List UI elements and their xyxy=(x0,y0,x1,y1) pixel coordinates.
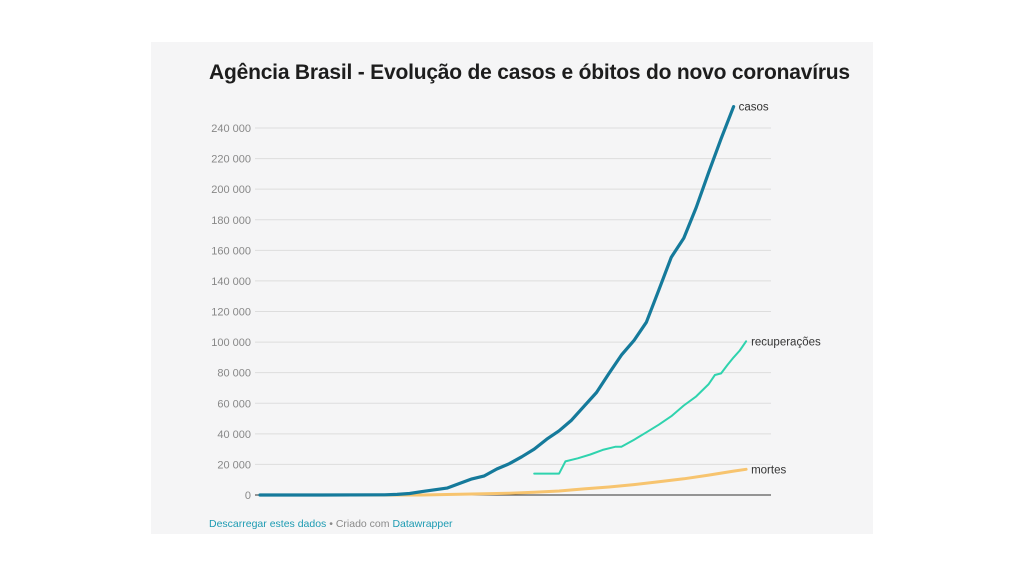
series-label: recuperações xyxy=(751,336,821,348)
y-tick-label: 60 000 xyxy=(217,398,251,410)
download-data-link[interactable]: Descarregar estes dados xyxy=(209,518,327,530)
y-tick-label: 120 000 xyxy=(211,307,251,319)
y-tick-label: 140 000 xyxy=(211,276,251,288)
line-chart: 0 20 000 40 000 60 000 80 000 100 000 120 000 1… xyxy=(211,102,821,502)
series-line-recuperacoes xyxy=(533,340,748,475)
series-labels: casos recuperações mortes xyxy=(739,102,821,477)
y-tick-label: 20 000 xyxy=(217,459,251,471)
series-label: mortes xyxy=(751,464,786,476)
y-tick-label: 200 000 xyxy=(211,184,251,196)
y-tick-label: 0 xyxy=(245,490,251,502)
chart-title: Agência Brasil - Evolução de casos e óbi… xyxy=(209,61,850,84)
y-tick-label: 100 000 xyxy=(211,337,251,349)
chart-card: Agência Brasil - Evolução de casos e óbi… xyxy=(151,42,873,534)
datawrapper-link[interactable]: Datawrapper xyxy=(392,518,453,530)
series-line-casos xyxy=(258,105,736,497)
gridlines xyxy=(255,127,771,465)
y-tick-label: 220 000 xyxy=(211,154,251,166)
y-axis-tick-labels: 0 20 000 40 000 60 000 80 000 100 000 120 000 1… xyxy=(211,123,251,502)
chart-footer: Descarregar estes dados • Criado com Dat… xyxy=(209,518,453,530)
y-tick-label: 180 000 xyxy=(211,215,251,227)
y-tick-label: 40 000 xyxy=(217,429,251,441)
y-tick-label: 80 000 xyxy=(217,368,251,380)
series-line-mortes xyxy=(258,467,748,497)
y-tick-label: 240 000 xyxy=(211,123,251,135)
series-lines xyxy=(258,105,748,497)
y-tick-label: 160 000 xyxy=(211,245,251,257)
footer-credit-text: • Criado com xyxy=(326,518,393,530)
series-label: casos xyxy=(739,102,769,114)
